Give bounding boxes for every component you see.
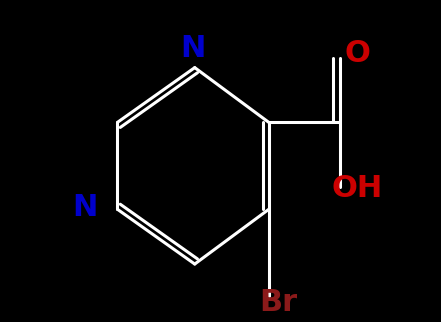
- Text: O: O: [344, 39, 370, 68]
- Text: N: N: [73, 193, 98, 222]
- Text: Br: Br: [259, 288, 298, 317]
- Text: OH: OH: [332, 174, 383, 203]
- Text: N: N: [180, 34, 206, 63]
